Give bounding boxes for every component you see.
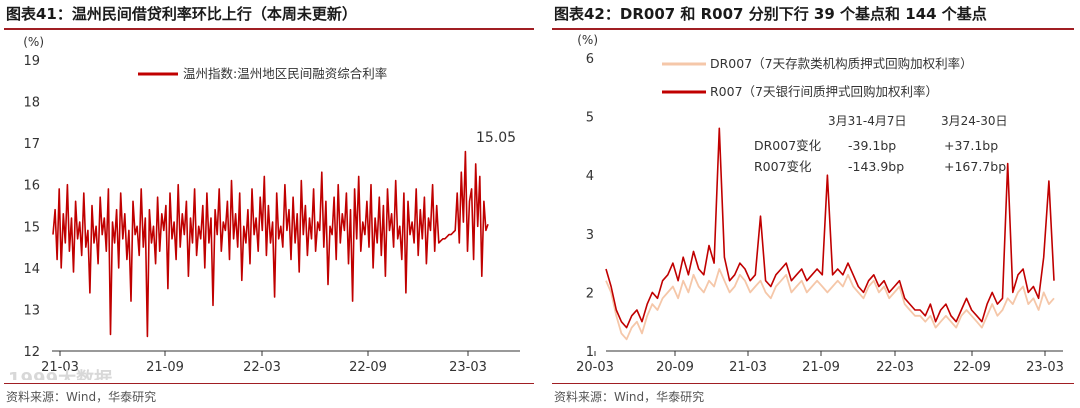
x-tick-label: 22-03 xyxy=(243,360,281,375)
y-tick-label: 3 xyxy=(586,228,594,243)
table-row-label: R007变化 xyxy=(754,159,812,174)
series-line-r007 xyxy=(605,127,1055,329)
left-source: 资料来源：Wind，华泰研究 xyxy=(6,390,157,404)
y-axis-unit: (%) xyxy=(23,35,44,49)
left-chart-svg: (%) 12 13 14 15 16 17 18 19 21-03 21-09 22-03 22-09 2… xyxy=(8,35,520,380)
y-tick-label: 18 xyxy=(23,96,40,111)
legend-label-dr007: DR007（7天存款类机构质押式回购加权利率） xyxy=(710,56,973,71)
right-chart-svg: (%) 1 2 3 4 5 6 20-03 20-09 21-03 21-09 22-03 22-09 2… xyxy=(576,33,1064,375)
x-tick-label: 21-09 xyxy=(146,360,184,375)
x-tick-label: 22-09 xyxy=(349,360,387,375)
y-tick-label: 13 xyxy=(23,303,40,318)
right-bottom-rule xyxy=(552,383,1074,384)
legend-label-wenzhou: 温州指数:温州地区民间融资综合利率 xyxy=(183,66,387,81)
x-tick-label: 20-09 xyxy=(656,360,694,375)
y-tick-label: 5 xyxy=(586,111,594,126)
table-row-value-2: +167.7bp xyxy=(944,159,1006,174)
left-title-rule xyxy=(4,28,534,30)
right-source: 资料来源：Wind，华泰研究 xyxy=(554,390,705,404)
y-tick-label: 17 xyxy=(23,137,40,152)
x-tick-label: 20-03 xyxy=(576,360,614,375)
series-line-dr007 xyxy=(605,268,1055,341)
y-axis-unit: (%) xyxy=(577,33,598,47)
watermark: 1999大数据 xyxy=(8,368,112,380)
x-tick-label: 22-03 xyxy=(876,360,914,375)
table-header-2: 3月24-30日 xyxy=(941,114,1008,128)
right-chart-title: 图表42：DR007 和 R007 分别下行 39 个基点和 144 个基点 xyxy=(554,5,987,23)
y-tick-label: 6 xyxy=(586,52,594,67)
left-chart-panel: 图表41：温州民间借贷利率环比上行（本周未更新） (%) 12 13 14 15 16 17… xyxy=(4,5,534,404)
table-row-value-1: -143.9bp xyxy=(848,159,904,174)
x-tick-label: 21-03 xyxy=(729,360,767,375)
right-title-rule xyxy=(552,28,1074,30)
y-tick-label: 15 xyxy=(23,220,40,235)
y-tick-label: 12 xyxy=(23,345,40,360)
left-bottom-rule xyxy=(4,383,534,384)
y-tick-label: 14 xyxy=(23,262,40,277)
table-row-value-2: +37.1bp xyxy=(944,138,998,153)
left-chart-title: 图表41：温州民间借贷利率环比上行（本周未更新） xyxy=(6,5,357,23)
table-row-label: DR007变化 xyxy=(754,138,822,153)
x-tick-label: 21-03 xyxy=(41,360,79,375)
series-line-wenzhou xyxy=(52,150,489,338)
y-tick-label: 2 xyxy=(586,286,594,301)
x-tick-label: 23-03 xyxy=(1026,360,1064,375)
table-row-value-1: -39.1bp xyxy=(848,138,896,153)
y-tick-label: 1 xyxy=(586,345,594,360)
table-header-1: 3月31-4月7日 xyxy=(828,114,907,128)
last-value-label: 15.05 xyxy=(476,130,516,146)
y-tick-label: 4 xyxy=(586,169,594,184)
x-tick-label: 21-09 xyxy=(802,360,840,375)
y-tick-label: 16 xyxy=(23,179,40,194)
x-tick-label: 23-03 xyxy=(449,360,487,375)
y-tick-label: 19 xyxy=(23,54,40,69)
x-tick-label: 22-09 xyxy=(953,360,991,375)
right-chart-panel: 图表42：DR007 和 R007 分别下行 39 个基点和 144 个基点 (… xyxy=(548,0,1080,408)
legend-label-r007: R007（7天银行间质押式回购加权利率） xyxy=(710,84,938,99)
